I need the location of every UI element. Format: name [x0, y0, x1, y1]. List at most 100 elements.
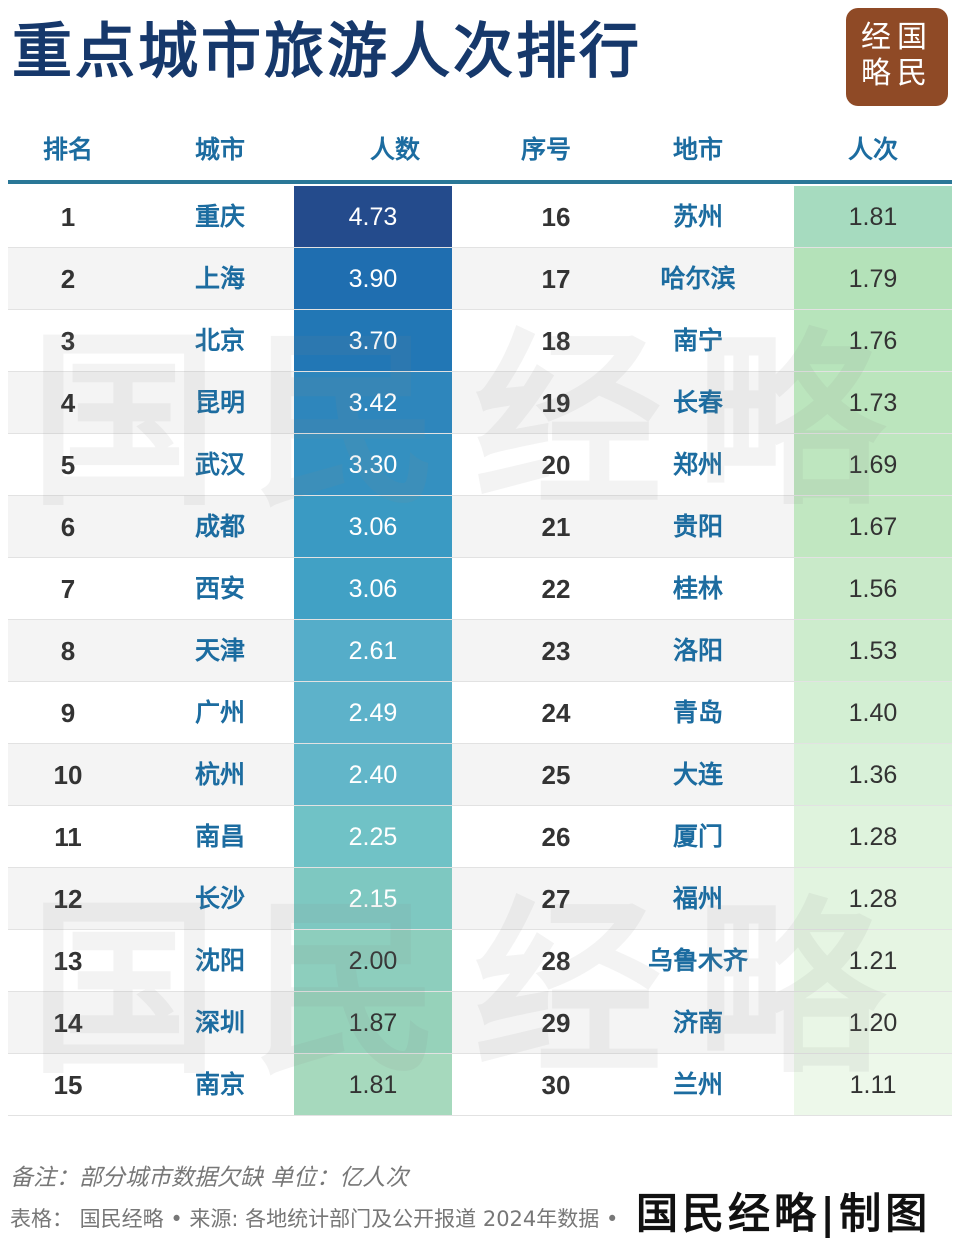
- table-row: 14 深圳 1.87 29 济南 1.20: [8, 992, 952, 1054]
- city-cell: 杭州: [194, 760, 246, 789]
- value-cell: 3.06: [294, 558, 452, 620]
- value-cell: 3.06: [294, 496, 452, 558]
- city-cell: 南昌: [194, 822, 246, 851]
- row-divider: [8, 1053, 952, 1054]
- rank-cell: 13: [53, 946, 83, 976]
- value-cell: 2.15: [294, 868, 452, 930]
- rank-cell: 6: [60, 512, 76, 542]
- rank-cell: 20: [541, 450, 571, 480]
- table-row: 5 武汉 3.30 20 郑州 1.69: [8, 434, 952, 496]
- table-row: 4 昆明 3.42 19 长春 1.73: [8, 372, 952, 434]
- row-divider: [8, 1115, 952, 1116]
- table-row: 9 广州 2.49 24 青岛 1.40: [8, 682, 952, 744]
- value-cell: 2.25: [294, 806, 452, 868]
- rank-cell: 9: [60, 698, 76, 728]
- rank-cell: 25: [541, 760, 571, 790]
- rank-cell: 4: [60, 388, 76, 418]
- city-cell: 西安: [194, 574, 246, 603]
- city-cell: 贵阳: [672, 512, 724, 541]
- city-cell: 北京: [194, 326, 246, 355]
- rank-cell: 8: [60, 636, 76, 666]
- table-row: 7 西安 3.06 22 桂林 1.56: [8, 558, 952, 620]
- source-line: 表格： 国民经略 • 来源: 各地统计部门及公开报道 2024年数据 •: [10, 1207, 619, 1231]
- value-cell: 3.70: [294, 310, 452, 372]
- rank-cell: 15: [53, 1070, 83, 1100]
- row-divider: [8, 929, 952, 930]
- value-cell: 1.11: [794, 1054, 952, 1116]
- city-cell: 上海: [194, 264, 246, 293]
- rank-cell: 3: [60, 326, 76, 356]
- city-cell: 大连: [672, 760, 724, 789]
- value-cell: 1.40: [794, 682, 952, 744]
- rank-cell: 11: [54, 822, 82, 852]
- rank-cell: 14: [53, 1008, 83, 1038]
- value-cell: 1.67: [794, 496, 952, 558]
- city-cell: 重庆: [194, 202, 246, 231]
- header-value-2: 人次: [847, 135, 899, 164]
- value-cell: 1.81: [294, 1054, 452, 1116]
- rank-cell: 5: [60, 450, 76, 480]
- rank-cell: 24: [541, 698, 571, 728]
- row-divider: [8, 991, 952, 992]
- city-cell: 郑州: [672, 450, 724, 479]
- row-divider: [8, 371, 952, 372]
- brand-logo: 经国 略民: [846, 8, 948, 106]
- row-divider: [8, 309, 952, 310]
- page-title: 重点城市旅游人次排行: [12, 17, 642, 87]
- rank-cell: 26: [541, 822, 571, 852]
- value-cell: 1.36: [794, 744, 952, 806]
- value-cell: 1.73: [794, 372, 952, 434]
- rank-cell: 29: [541, 1008, 571, 1038]
- city-cell: 洛阳: [672, 636, 724, 665]
- table-row: 13 沈阳 2.00 28 乌鲁木齐 1.21: [8, 930, 952, 992]
- row-divider: [8, 247, 952, 248]
- table-row: 11 南昌 2.25 26 厦门 1.28: [8, 806, 952, 868]
- table-row: 1 重庆 4.73 16 苏州 1.81: [8, 186, 952, 248]
- city-cell: 武汉: [194, 450, 246, 479]
- city-cell: 昆明: [194, 388, 246, 417]
- city-cell: 福州: [672, 884, 724, 913]
- rank-cell: 1: [60, 202, 76, 232]
- city-cell: 成都: [194, 512, 246, 541]
- rank-cell: 16: [541, 202, 571, 232]
- value-cell: 1.81: [794, 186, 952, 248]
- value-cell: 2.00: [294, 930, 452, 992]
- rank-cell: 23: [541, 636, 571, 666]
- logo-line-1: 经国: [861, 20, 933, 55]
- header-rank-2: 序号: [520, 135, 572, 164]
- rank-cell: 18: [541, 326, 571, 356]
- row-divider: [8, 495, 952, 496]
- value-cell: 2.40: [294, 744, 452, 806]
- value-cell: 1.87: [294, 992, 452, 1054]
- city-cell: 广州: [194, 698, 246, 727]
- value-cell: 1.53: [794, 620, 952, 682]
- footnote: 备注：部分城市数据欠缺 单位：亿人次: [10, 1165, 409, 1191]
- value-cell: 1.28: [794, 806, 952, 868]
- value-cell: 3.30: [294, 434, 452, 496]
- table-row: 10 杭州 2.40 25 大连 1.36: [8, 744, 952, 806]
- rank-cell: 10: [53, 760, 83, 790]
- rank-cell: 2: [60, 264, 76, 294]
- row-divider: [8, 433, 952, 434]
- city-cell: 哈尔滨: [660, 264, 736, 293]
- row-divider: [8, 557, 952, 558]
- row-divider: [8, 805, 952, 806]
- city-cell: 天津: [194, 636, 246, 665]
- value-cell: 1.21: [794, 930, 952, 992]
- value-cell: 1.69: [794, 434, 952, 496]
- logo-line-2: 略民: [861, 56, 933, 91]
- value-cell: 3.90: [294, 248, 452, 310]
- value-cell: 1.28: [794, 868, 952, 930]
- row-divider: [8, 619, 952, 620]
- value-cell: 1.20: [794, 992, 952, 1054]
- city-cell: 长沙: [194, 884, 246, 913]
- city-cell: 青岛: [672, 698, 724, 727]
- city-cell: 南宁: [672, 326, 724, 355]
- header-divider: [8, 180, 952, 184]
- header-city: 城市: [194, 135, 246, 164]
- header-rank: 排名: [42, 135, 94, 164]
- row-divider: [8, 681, 952, 682]
- city-cell: 桂林: [672, 574, 724, 603]
- value-cell: 1.79: [794, 248, 952, 310]
- header-value: 人数: [369, 135, 421, 164]
